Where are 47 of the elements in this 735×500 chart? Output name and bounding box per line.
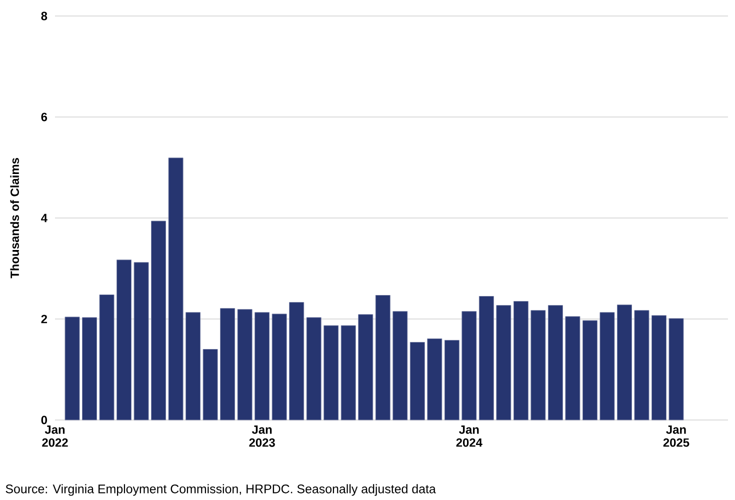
bar (513, 301, 528, 420)
bar (616, 304, 632, 420)
bar (410, 342, 425, 420)
x-tick-label: Jan 2024 (456, 426, 482, 447)
bar (134, 262, 149, 420)
bar (186, 312, 201, 420)
bar (358, 314, 374, 420)
bar (496, 305, 512, 420)
bar (220, 308, 236, 420)
bar (289, 302, 304, 420)
bar (99, 294, 114, 420)
y-tick-label: 4 (41, 214, 48, 222)
x-tick-label: Jan 2022 (42, 426, 68, 447)
bar (651, 315, 666, 420)
y-tick-label: 6 (41, 112, 48, 122)
bar (324, 325, 339, 420)
bar (237, 309, 252, 420)
bar (444, 340, 460, 420)
bar (392, 311, 408, 420)
bar (306, 317, 322, 420)
x-tick-label: Jan 2025 (663, 426, 690, 447)
bar (668, 318, 684, 420)
bar (548, 305, 563, 420)
bar (530, 310, 546, 420)
y-tick-label: 8 (41, 12, 48, 20)
bar (340, 325, 356, 420)
y-axis-title: Thousands of Claims (10, 158, 19, 278)
bar (634, 310, 650, 420)
bar (82, 317, 98, 420)
x-tick-label: Jan 2023 (249, 426, 275, 447)
bar (116, 260, 132, 420)
bar (600, 312, 615, 420)
y-tick-label: 2 (41, 314, 48, 324)
bar (375, 295, 390, 420)
y-tick-label: 0 (41, 416, 47, 424)
bar (254, 312, 270, 420)
bar (202, 349, 218, 420)
bar (64, 316, 80, 420)
bar (427, 338, 442, 420)
bar (462, 311, 477, 420)
bar (168, 158, 184, 420)
bar (272, 314, 287, 420)
bar (151, 220, 166, 420)
source-note: Source: Virginia Employment Commission, HRPDC. Seasonally adjusted data (6, 484, 436, 496)
bar (565, 316, 580, 420)
bar (478, 296, 494, 420)
bar (582, 320, 598, 420)
